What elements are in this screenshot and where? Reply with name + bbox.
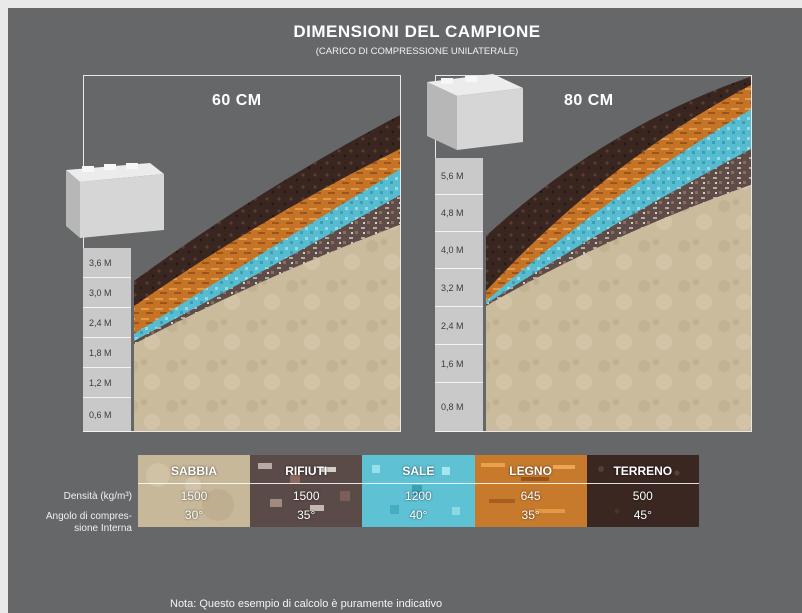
scale-tick: 4,8 M bbox=[435, 195, 483, 232]
scale-tick: 1,8 M bbox=[83, 338, 131, 368]
legend-material-name: SABBIA bbox=[170, 464, 217, 478]
wood-swatch bbox=[474, 455, 587, 527]
materials-legend-table: SABBIA 1500 30° RIFIUTI 1500 35° SALE 12… bbox=[138, 455, 699, 527]
legend-density-value: 1500 bbox=[292, 489, 320, 503]
waste-swatch bbox=[250, 455, 363, 527]
material-layers-diagram-80 bbox=[436, 76, 751, 431]
legend-angle-value: 35° bbox=[521, 508, 540, 522]
scale-tick: 0,6 M bbox=[83, 398, 131, 432]
concrete-block-60-icon bbox=[66, 163, 164, 238]
soil-swatch bbox=[586, 455, 699, 527]
height-scale-80: 5,6 M 4,8 M 4,0 M 3,2 M 2,4 M 1,6 M 0,8 … bbox=[435, 158, 483, 432]
legend-cell-terreno: TERRENO 500 45° bbox=[586, 455, 699, 527]
legend-cell-rifiuti: RIFIUTI 1500 35° bbox=[250, 455, 363, 527]
angle-row-label-line2: sione Interna bbox=[74, 523, 132, 534]
legend-angle-value: 40° bbox=[409, 508, 428, 522]
legend-cell-sabbia: SABBIA 1500 30° bbox=[138, 455, 251, 527]
height-scale-60: 3,6 M 3,0 M 2,4 M 1,8 M 1,2 M 0,6 M bbox=[83, 248, 131, 432]
page-title: DIMENSIONI DEL CAMPIONE bbox=[293, 22, 541, 41]
scale-tick: 3,6 M bbox=[83, 248, 131, 278]
page-subtitle: (CARICO DI COMPRESSIONE UNILATERALE) bbox=[315, 46, 519, 57]
scale-tick: 2,4 M bbox=[83, 308, 131, 338]
legend-material-name: LEGNO bbox=[509, 464, 552, 478]
legend-cell-legno: LEGNO 645 35° bbox=[474, 455, 587, 527]
sample-panel-60cm: 60 CM bbox=[83, 75, 401, 432]
legend-density-value: 1500 bbox=[180, 489, 208, 503]
panel-size-label: 60 CM bbox=[212, 92, 262, 109]
legend-angle-value: 30° bbox=[184, 508, 204, 522]
scale-tick: 1,6 M bbox=[435, 345, 483, 383]
legend-density-value: 645 bbox=[520, 489, 541, 503]
salt-swatch bbox=[362, 455, 475, 527]
scale-tick: 2,4 M bbox=[435, 307, 483, 345]
angle-row-label-line1: Angolo di compres- bbox=[45, 511, 132, 522]
legend-density-value: 500 bbox=[632, 489, 653, 503]
legend-material-name: RIFIUTI bbox=[285, 464, 328, 478]
legend-material-name: SALE bbox=[402, 464, 435, 478]
legend-density-value: 1200 bbox=[405, 489, 432, 503]
panel-size-label: 80 CM bbox=[564, 92, 614, 109]
concrete-block-80-icon bbox=[427, 74, 523, 150]
scale-tick: 3,2 M bbox=[435, 269, 483, 307]
scale-tick: 5,6 M bbox=[435, 158, 483, 195]
legend-material-name: TERRENO bbox=[613, 464, 673, 478]
legend-angle-value: 35° bbox=[297, 508, 316, 522]
scale-tick: 3,0 M bbox=[83, 278, 131, 308]
sample-panel-80cm: 80 CM bbox=[435, 75, 752, 432]
footer-note: Nota: Questo esempio di calcolo è purame… bbox=[170, 598, 443, 610]
scale-tick: 1,2 M bbox=[83, 368, 131, 398]
scale-tick: 4,0 M bbox=[435, 232, 483, 269]
density-row-label: Densità (kg/m³) bbox=[63, 491, 132, 502]
legend-header-divider bbox=[138, 483, 699, 484]
sand-swatch bbox=[138, 455, 251, 527]
legend-angle-value: 45° bbox=[633, 508, 652, 522]
scale-tick: 0,8 M bbox=[435, 383, 483, 432]
legend-cell-sale: SALE 1200 40° bbox=[362, 455, 475, 527]
material-layers-diagram-60 bbox=[84, 76, 400, 431]
